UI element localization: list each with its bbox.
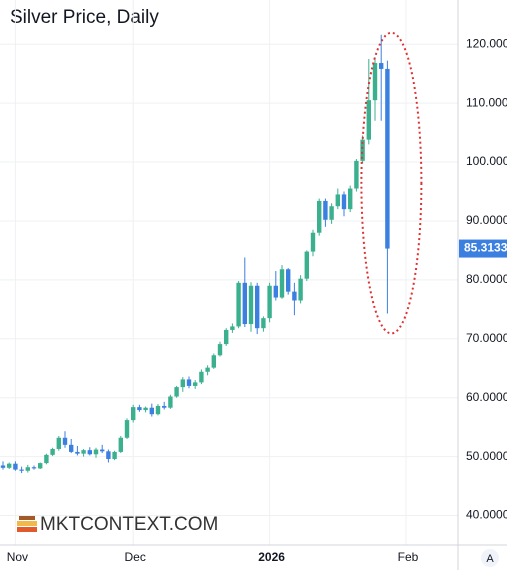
candle-body [211, 355, 216, 368]
candle-body [267, 285, 272, 319]
candle-body [143, 407, 148, 411]
logo-layer [19, 516, 35, 520]
candle-body [205, 367, 210, 372]
candle-body [131, 407, 136, 421]
candle-body [0, 465, 6, 468]
candle-body [31, 467, 37, 469]
y-tick-label: 70.0000 [466, 331, 507, 345]
candle-body [348, 188, 353, 210]
candle-body [180, 379, 185, 388]
candle-body [106, 451, 111, 459]
candle-body [230, 326, 235, 330]
y-tick-label: 80.0000 [466, 272, 507, 286]
candle-body [118, 437, 123, 452]
candle-body [329, 206, 334, 220]
candle-body [242, 282, 247, 325]
candle-body [112, 451, 117, 459]
last-price-label: 85.3133 [464, 241, 507, 255]
candle-body [379, 63, 384, 69]
candle-body [236, 282, 241, 327]
candle-body [168, 396, 173, 408]
y-tick-label: 50.0000 [466, 449, 507, 463]
candle-body [13, 463, 18, 470]
candle-body [273, 285, 278, 298]
candle-body [186, 379, 192, 386]
candle-body [360, 139, 365, 161]
candle-body [38, 463, 43, 469]
candle-body [137, 407, 142, 411]
scale-button-label: A [486, 553, 494, 565]
candle-body [279, 269, 285, 298]
candle-body [81, 450, 86, 454]
candle-body [323, 200, 328, 220]
last-price-box [459, 239, 507, 258]
candle-body [335, 194, 340, 207]
candle-body [93, 449, 99, 455]
candle-body [224, 329, 229, 345]
candle-body [56, 437, 61, 449]
candle-body [62, 437, 68, 445]
candle-body [149, 407, 154, 415]
x-tick-label: Feb [398, 550, 419, 564]
candle-body [44, 454, 49, 464]
candle-body [7, 463, 12, 468]
y-tick-label: 100.0000 [466, 154, 507, 168]
y-tick-label: 60.0000 [466, 390, 507, 404]
candle-body [25, 467, 30, 471]
candle-body [217, 344, 223, 356]
candle-body [372, 63, 378, 101]
x-tick-label: 2026 [258, 550, 285, 564]
candle-body [174, 387, 179, 397]
x-tick-label: Dec [125, 550, 146, 564]
candle-body [304, 251, 309, 279]
candle-body [193, 382, 198, 386]
candle-body [87, 450, 92, 455]
candle-body [155, 405, 161, 415]
candle-body [248, 285, 254, 325]
candle-body [354, 160, 359, 189]
candle-body [317, 200, 322, 233]
y-tick-label: 90.0000 [466, 213, 507, 227]
x-tick-label: Nov [7, 550, 28, 564]
candle-body [75, 451, 80, 454]
candle-body [255, 285, 260, 329]
candle-body [50, 448, 55, 455]
candle-body [199, 371, 204, 383]
logo-layer [17, 527, 37, 532]
watermark: MKTCONTEXT.COM [40, 514, 218, 535]
candle-body [100, 449, 105, 452]
logo-layer [17, 521, 37, 526]
y-tick-label: 120.0000 [466, 36, 507, 50]
y-tick-label: 110.0000 [466, 95, 507, 109]
candle-body [366, 100, 371, 140]
watermark-logo [17, 516, 37, 532]
candle-body [292, 291, 297, 301]
candle-body [261, 318, 266, 329]
candle-body [298, 278, 303, 301]
candle-body [310, 232, 316, 252]
candle-body [69, 444, 74, 452]
annotation-ellipse [360, 31, 423, 335]
scale-button[interactable] [481, 549, 499, 567]
candle-body [385, 68, 390, 249]
candle-body [286, 269, 291, 292]
candle-body [124, 420, 130, 438]
chart-title: Silver Price, Daily [10, 7, 159, 28]
candle-body [341, 194, 347, 210]
y-tick-label: 40.0000 [466, 508, 507, 522]
candle-body [19, 469, 24, 471]
candle-body [162, 405, 167, 408]
